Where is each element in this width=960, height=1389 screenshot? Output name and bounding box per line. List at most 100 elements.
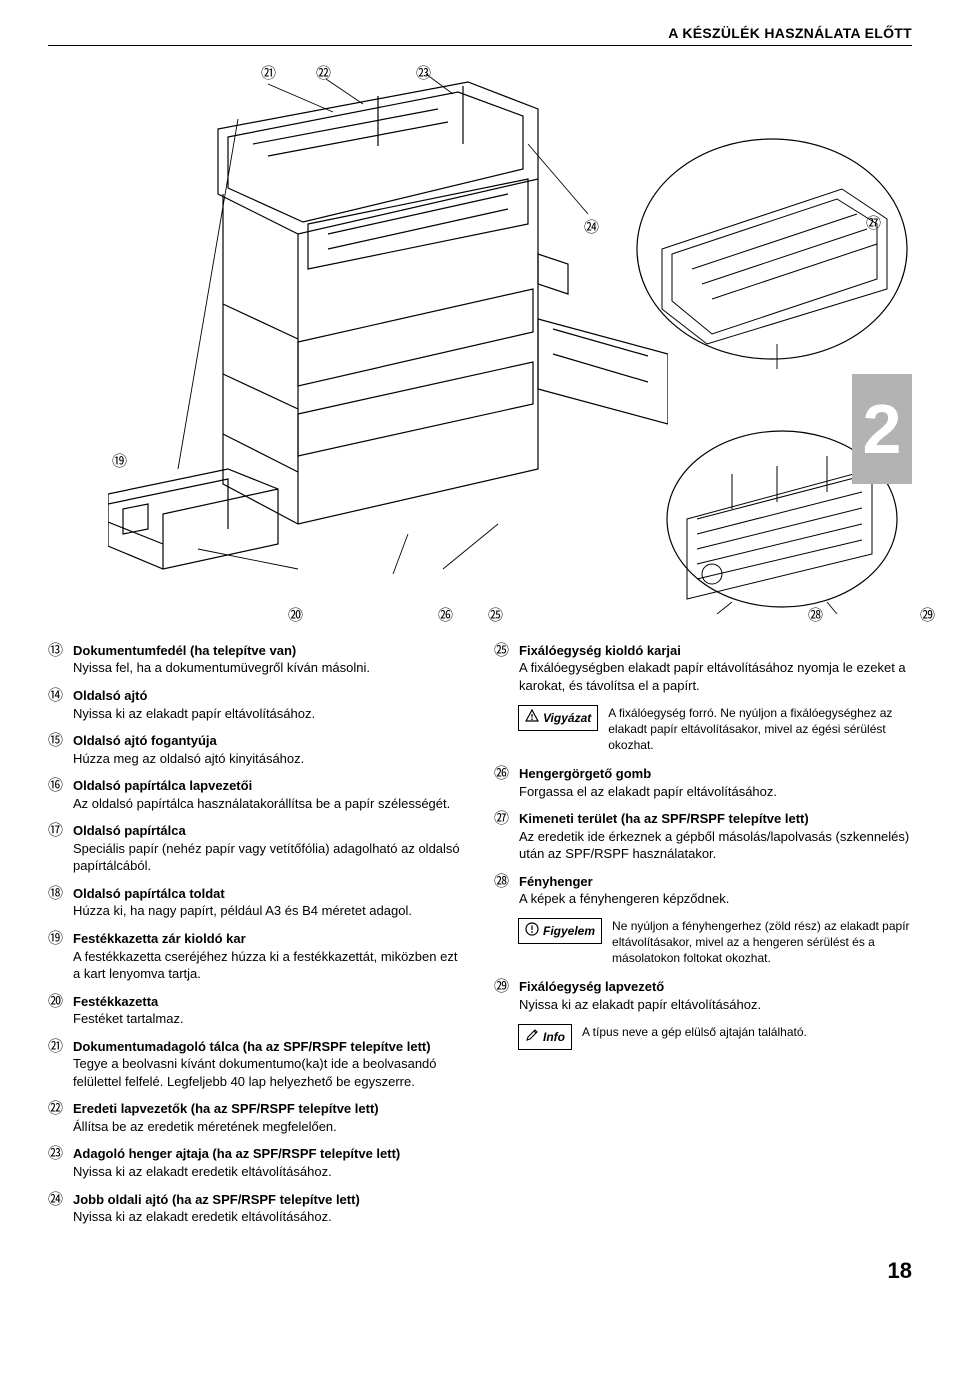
printer-illustration xyxy=(108,74,668,614)
item-title: Dokumentumfedél (ha telepítve van) xyxy=(73,642,466,660)
item-body: FényhengerA képek a fényhengeren képződn… xyxy=(519,873,912,908)
item-title: Fixálóegység kioldó karjai xyxy=(519,642,912,660)
label-24: ㉔ xyxy=(584,218,599,238)
item-body: Oldalsó papírtálcaSpeciális papír (nehéz… xyxy=(73,822,466,875)
item-title: Fényhenger xyxy=(519,873,912,891)
part-item: ㉒ Eredeti lapvezetők (ha az SPF/RSPF tele… xyxy=(48,1100,466,1135)
item-title: Adagoló henger ajtaja (ha az SPF/RSPF te… xyxy=(73,1145,466,1163)
item-description: Nyissa ki az elakadt eredetik eltávolítá… xyxy=(73,1163,466,1181)
callout-text: A típus neve a gép elülső ajtaján találh… xyxy=(582,1024,912,1040)
part-item: ⑭Oldalsó ajtóNyissa ki az elakadt papír … xyxy=(48,687,466,722)
item-body: FestékkazettaFestéket tartalmaz. xyxy=(73,993,466,1028)
label-19: ⑲ xyxy=(112,452,127,472)
item-description: A festékkazetta cseréjéhez húzza ki a fe… xyxy=(73,948,466,983)
item-description: Nyissa ki az elakadt papír eltávolításáh… xyxy=(73,705,466,723)
detail-spf-output xyxy=(632,129,912,369)
item-description: Húzza ki, ha nagy papírt, például A3 és … xyxy=(73,902,466,920)
callout-text: Ne nyúljon a fényhengerhez (zöld rész) a… xyxy=(612,918,912,967)
warning-badge: Vigyázat xyxy=(518,705,598,731)
item-description: Tegye a beolvasni kívánt dokumentumo(ka)… xyxy=(73,1055,466,1090)
part-item: ⑮ Oldalsó ajtó fogantyújaHúzza meg az old… xyxy=(48,732,466,767)
label-20: ⑳ xyxy=(288,606,303,626)
item-number: ⑮ xyxy=(48,732,63,767)
item-number: ㉘ xyxy=(494,873,509,908)
item-description: Forgassa el az elakadt papír eltávolítás… xyxy=(519,783,912,801)
left-column: ⑬Dokumentumfedél (ha telepítve van)Nyiss… xyxy=(48,642,466,1236)
pencil-icon xyxy=(525,1028,539,1046)
part-item: ⑰Oldalsó papírtálcaSpeciális papír (nehé… xyxy=(48,822,466,875)
part-item: ㉑ Dokumentumadagoló tálca (ha az SPF/RSPF… xyxy=(48,1038,466,1091)
part-item: ㉘ FényhengerA képek a fényhengeren képződ… xyxy=(494,873,912,908)
item-title: Oldalsó ajtó fogantyúja xyxy=(73,732,466,750)
part-item: ⑳FestékkazettaFestéket tartalmaz. xyxy=(48,993,466,1028)
item-description: Festéket tartalmaz. xyxy=(73,1010,466,1028)
part-item: ⑱ Oldalsó papírtálca toldatHúzza ki, ha n… xyxy=(48,885,466,920)
item-number: ㉗ xyxy=(494,810,509,863)
part-item: ㉗Kimeneti terület (ha az SPF/RSPF telepí… xyxy=(494,810,912,863)
item-title: Festékkazetta zár kioldó kar xyxy=(73,930,466,948)
item-number: ⑱ xyxy=(48,885,63,920)
item-description: Az oldalsó papírtálca használatakorállít… xyxy=(73,795,466,813)
item-title: Dokumentumadagoló tálca (ha az SPF/RSPF … xyxy=(73,1038,466,1056)
section-number: 2 xyxy=(852,374,912,484)
alert-icon xyxy=(525,922,539,940)
item-body: Fixálóegység lapvezetőNyissa ki az elaka… xyxy=(519,978,912,1013)
item-body: Jobb oldali ajtó (ha az SPF/RSPF telepít… xyxy=(73,1191,466,1226)
warning-icon xyxy=(525,709,539,727)
item-title: Oldalsó papírtálca xyxy=(73,822,466,840)
part-item: ㉙Fixálóegység lapvezetőNyissa ki az elak… xyxy=(494,978,912,1013)
part-item: ㉕Fixálóegység kioldó karjaiA fixálóegysé… xyxy=(494,642,912,695)
label-28: ㉘ xyxy=(808,606,823,626)
part-item: ㉔ Jobb oldali ajtó (ha az SPF/RSPF telepí… xyxy=(48,1191,466,1226)
item-number: ㉓ xyxy=(48,1145,63,1180)
item-body: Oldalsó papírtálca lapvezetőiAz oldalsó … xyxy=(73,777,466,812)
item-body: Oldalsó ajtóNyissa ki az elakadt papír e… xyxy=(73,687,466,722)
item-description: Speciális papír (nehéz papír vagy vetítő… xyxy=(73,840,466,875)
item-number: ⑬ xyxy=(48,642,63,677)
part-item: ㉖ Hengergörgető gombForgassa el az elakad… xyxy=(494,765,912,800)
callout-badge-label: Vigyázat xyxy=(543,710,591,726)
item-description: Húzza meg az oldalsó ajtó kinyitásához. xyxy=(73,750,466,768)
part-item: ⑯Oldalsó papírtálca lapvezetőiAz oldalsó… xyxy=(48,777,466,812)
description-columns: ⑬Dokumentumfedél (ha telepítve van)Nyiss… xyxy=(48,642,912,1236)
part-item: ⑲Festékkazetta zár kioldó karA festékkaz… xyxy=(48,930,466,983)
label-22: ㉒ xyxy=(316,64,331,84)
label-26: ㉖ xyxy=(438,606,453,626)
right-column: ㉕Fixálóegység kioldó karjaiA fixálóegysé… xyxy=(494,642,912,1236)
item-title: Fixálóegység lapvezető xyxy=(519,978,912,996)
item-body: Oldalsó papírtálca toldatHúzza ki, ha na… xyxy=(73,885,466,920)
item-description: A képek a fényhengeren képződnek. xyxy=(519,890,912,908)
item-body: Fixálóegység kioldó karjaiA fixálóegység… xyxy=(519,642,912,695)
header-title: A KÉSZÜLÉK HASZNÁLATA ELŐTT xyxy=(668,24,912,43)
item-description: Nyissa ki az elakadt eredetik eltávolítá… xyxy=(73,1208,466,1226)
item-description: Állítsa be az eredetik méretének megfele… xyxy=(73,1118,466,1136)
item-title: Oldalsó papírtálca lapvezetői xyxy=(73,777,466,795)
item-body: Kimeneti terület (ha az SPF/RSPF telepít… xyxy=(519,810,912,863)
callout-vigyázat: Vigyázat A fixálóegység forró. Ne nyúljon… xyxy=(518,705,912,754)
item-body: Eredeti lapvezetők (ha az SPF/RSPF telep… xyxy=(73,1100,466,1135)
item-title: Eredeti lapvezetők (ha az SPF/RSPF telep… xyxy=(73,1100,466,1118)
part-item: ㉓ Adagoló henger ajtaja (ha az SPF/RSPF t… xyxy=(48,1145,466,1180)
page-number: 18 xyxy=(48,1256,912,1286)
label-27: ㉗ xyxy=(866,214,881,234)
item-number: ㉔ xyxy=(48,1191,63,1226)
item-title: Festékkazetta xyxy=(73,993,466,1011)
label-23: ㉓ xyxy=(416,64,431,84)
item-body: Hengergörgető gombForgassa el az elakadt… xyxy=(519,765,912,800)
item-number: ㉒ xyxy=(48,1100,63,1135)
item-title: Oldalsó papírtálca toldat xyxy=(73,885,466,903)
callout-badge-label: Figyelem xyxy=(543,923,595,939)
label-25: ㉕ xyxy=(488,606,503,626)
item-title: Oldalsó ajtó xyxy=(73,687,466,705)
item-description: A fixálóegységben elakadt papír eltávolí… xyxy=(519,659,912,694)
callout-info: Info A típus neve a gép elülső ajtaján ta… xyxy=(518,1024,912,1050)
page-header: A KÉSZÜLÉK HASZNÁLATA ELŐTT xyxy=(48,24,912,46)
item-number: ㉖ xyxy=(494,765,509,800)
callout-text: A fixálóegység forró. Ne nyúljon a fixál… xyxy=(608,705,912,754)
item-number: ㉑ xyxy=(48,1038,63,1091)
item-number: ⑰ xyxy=(48,822,63,875)
item-body: Dokumentumfedél (ha telepítve van)Nyissa… xyxy=(73,642,466,677)
item-title: Hengergörgető gomb xyxy=(519,765,912,783)
item-description: Nyissa fel, ha a dokumentumüvegről kíván… xyxy=(73,659,466,677)
pencil-badge: Info xyxy=(518,1024,572,1050)
